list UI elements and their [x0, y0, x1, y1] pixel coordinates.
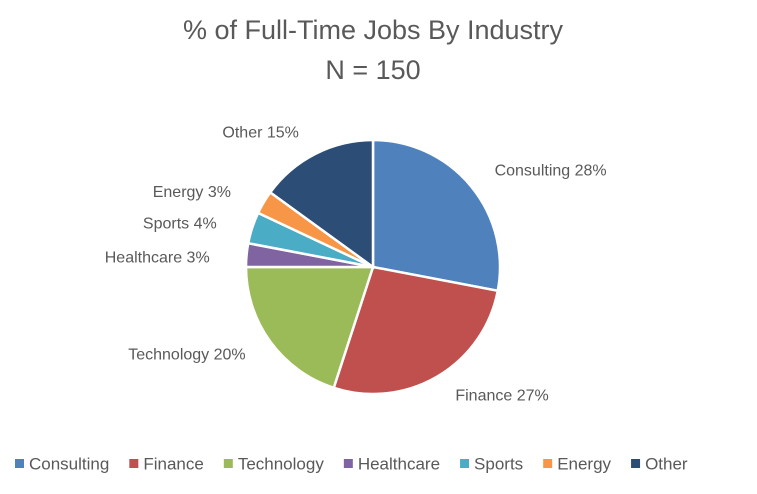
- legend-label: Consulting: [29, 454, 109, 473]
- data-label: Healthcare 3%: [105, 249, 210, 266]
- legend-swatch: [15, 459, 24, 468]
- legend-label: Finance: [143, 454, 203, 473]
- legend-label: Other: [645, 454, 688, 473]
- legend-label: Technology: [238, 454, 325, 473]
- legend-swatch: [543, 459, 553, 468]
- legend-swatch: [460, 459, 470, 468]
- data-label: Technology 20%: [128, 346, 245, 363]
- legend-swatch: [223, 459, 233, 468]
- pie-slice: [268, 138, 375, 270]
- pie-slice: [244, 265, 375, 390]
- data-label: Energy 3%: [153, 184, 231, 201]
- legend-swatch: [129, 459, 139, 468]
- data-label: Other 15%: [222, 125, 298, 142]
- data-label: Sports 4%: [143, 215, 217, 232]
- pie-slice: [371, 138, 502, 293]
- data-label: Finance 27%: [455, 387, 548, 404]
- chart-subtitle: N = 150: [325, 55, 420, 85]
- legend-label: Energy: [557, 454, 611, 473]
- legend-swatch: [343, 459, 353, 468]
- data-label: Consulting 28%: [495, 163, 607, 180]
- legend-swatch: [631, 459, 641, 468]
- legend-label: Sports: [474, 454, 523, 473]
- chart-title: % of Full-Time Jobs By Industry: [183, 15, 564, 45]
- pie-slice: [332, 265, 500, 396]
- legend-label: Healthcare: [358, 454, 440, 473]
